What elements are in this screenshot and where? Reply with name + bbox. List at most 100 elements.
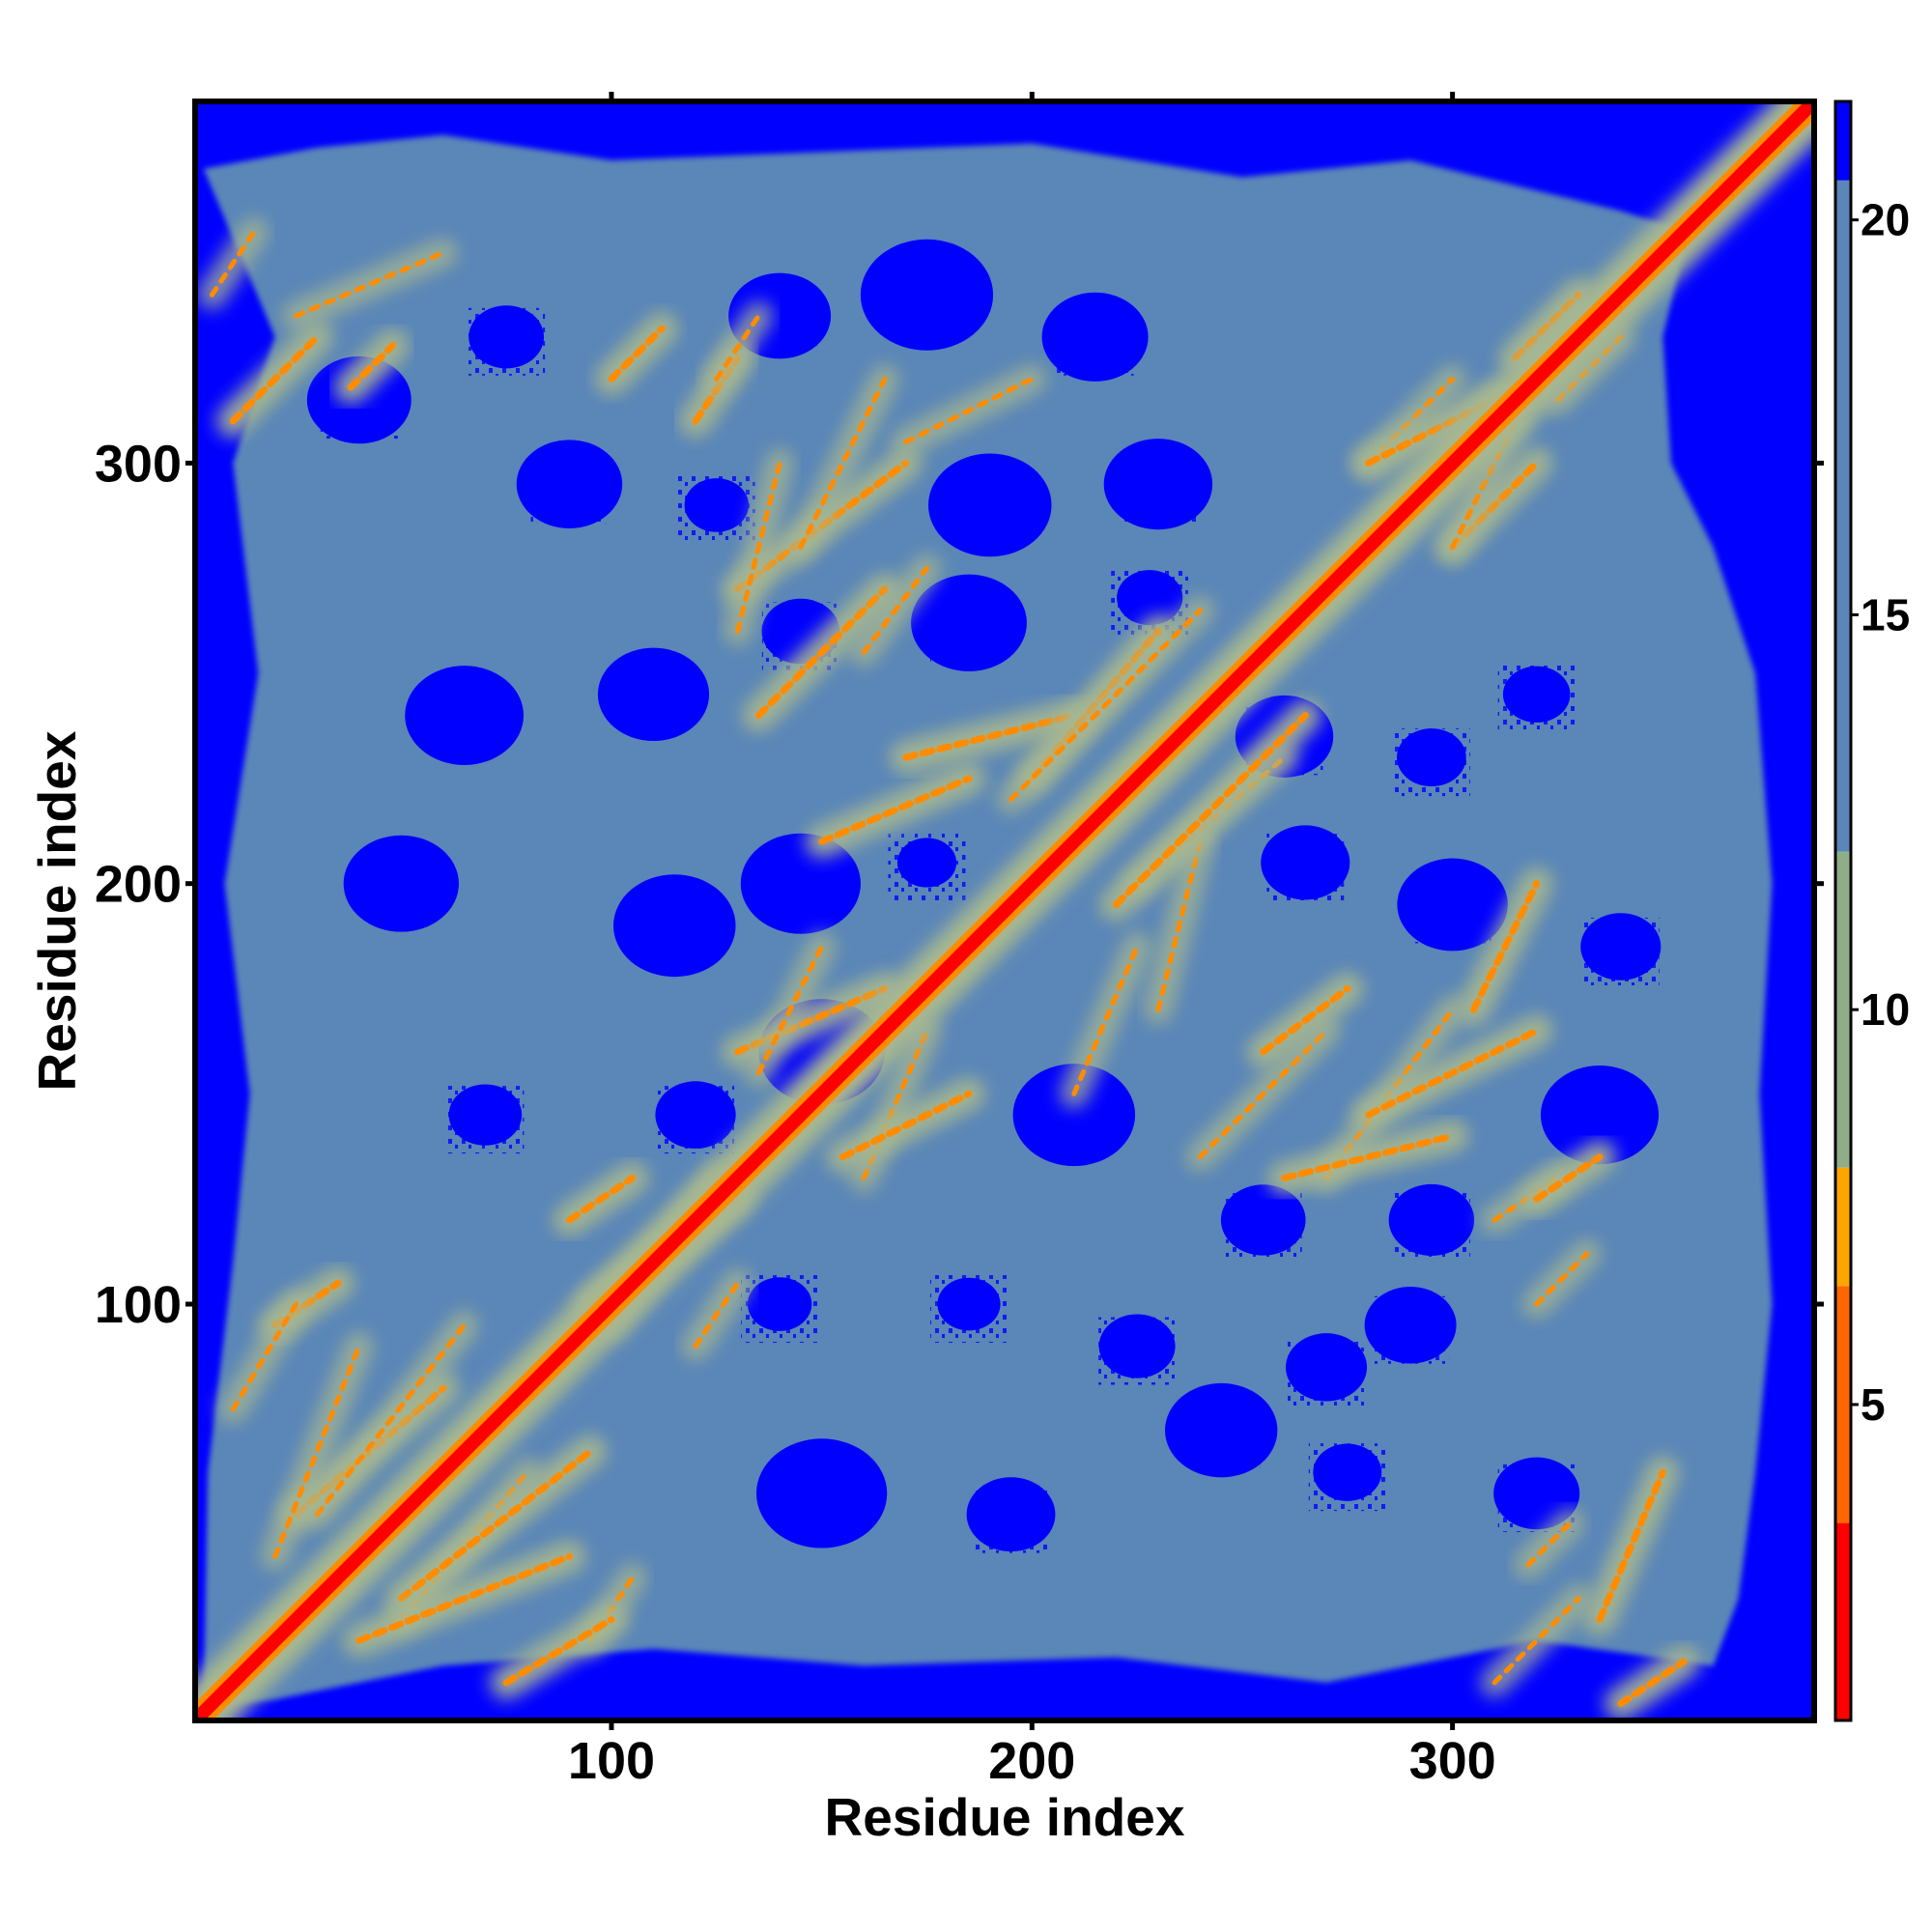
contact-segment — [805, 761, 985, 859]
contact-segment-mirror — [744, 932, 837, 1088]
contact-segment-mirror — [701, 301, 774, 394]
contact-segment — [742, 572, 901, 732]
far-speckle — [1266, 833, 1345, 901]
x-axis-ticks: 100 200 300 — [568, 92, 1496, 1790]
far-speckle — [1119, 455, 1197, 524]
contact-segment-mirror — [197, 216, 269, 310]
contact-segment-mirror — [1185, 1016, 1342, 1172]
far-speckle — [446, 1086, 525, 1154]
far-speckle — [425, 686, 503, 754]
far-speckle — [1056, 307, 1134, 376]
x-tick-label: 100 — [568, 1732, 655, 1790]
contact-segment-mirror — [996, 595, 1215, 814]
diagonal-line — [195, 101, 1814, 1720]
contact-segment — [334, 328, 410, 405]
contact-segment-mirror — [723, 448, 795, 646]
colorbar-tick-label: 5 — [1861, 1379, 1886, 1430]
contact-segment — [1457, 867, 1553, 1027]
far-speckle — [888, 833, 966, 901]
contact-segment — [1099, 698, 1322, 922]
contact-segment — [1246, 972, 1364, 1068]
heatmap-diagonal — [195, 101, 1814, 1720]
x-tick-label: 200 — [988, 1732, 1075, 1790]
contact-segment — [1604, 1645, 1701, 1720]
colorbar-segment — [1835, 1522, 1851, 1720]
contact-segment-mirror — [1143, 827, 1215, 1025]
colorbar-segment — [1835, 851, 1851, 1168]
contact-segment-mirror — [681, 1268, 753, 1361]
contact-segment-mirror — [218, 1290, 311, 1424]
far-speckle — [1392, 728, 1470, 797]
contact-segment-mirror — [1480, 1583, 1594, 1697]
colorbar-tick-label: 15 — [1861, 589, 1910, 639]
y-tick-label: 200 — [95, 856, 182, 914]
far-speckle — [1288, 1338, 1366, 1406]
contact-segment — [1498, 278, 1596, 375]
contact-segment — [342, 1540, 586, 1658]
x-axis-label: Residue index — [825, 1787, 1185, 1847]
contact-segment — [889, 698, 1091, 775]
far-speckle — [677, 475, 755, 544]
contact-segment — [490, 1603, 628, 1699]
contact-segment-mirror — [260, 1331, 374, 1572]
y-tick-label: 300 — [95, 435, 182, 493]
far-speckle — [1581, 918, 1660, 986]
contact-segment-mirror — [849, 554, 942, 668]
far-speckle — [741, 1275, 819, 1344]
colorbar: 5 10 15 20 — [1833, 99, 1910, 1722]
contact-segment-mirror — [785, 364, 899, 562]
heatmap-plot-area — [195, 101, 1814, 1720]
contact-segment-mirror — [281, 238, 458, 331]
far-speckle — [929, 593, 1008, 662]
far-speckle — [362, 854, 440, 923]
far-speckle — [929, 1275, 1008, 1344]
contact-segment — [1267, 1119, 1469, 1195]
far-speckle — [1497, 665, 1576, 733]
far-speckle — [951, 475, 1029, 544]
contact-segment — [384, 1435, 608, 1615]
far-speckle — [614, 665, 693, 733]
contact-segment — [826, 1077, 985, 1174]
y-tick-label: 100 — [95, 1276, 182, 1334]
heatmap-contact-segments — [197, 216, 1701, 1720]
colorbar-segment — [1835, 1167, 1851, 1287]
contact-segment-mirror — [1059, 932, 1152, 1109]
far-speckle — [1098, 1317, 1177, 1385]
x-tick-label: 300 — [1409, 1732, 1496, 1790]
colorbar-frame — [1833, 99, 1853, 1722]
far-speckle — [1308, 1443, 1386, 1512]
colorbar-tick-label: 10 — [1861, 984, 1910, 1035]
far-speckle — [782, 1463, 861, 1532]
far-speckle — [888, 266, 966, 334]
far-speckle — [468, 307, 546, 376]
contact-segment — [553, 1161, 649, 1236]
far-speckle — [761, 854, 839, 923]
contact-segment-mirror — [1543, 322, 1635, 415]
far-speckle — [1224, 1190, 1302, 1259]
far-speckle — [657, 1086, 735, 1154]
colorbar-segment — [1835, 1286, 1851, 1523]
far-speckle — [1372, 1295, 1450, 1364]
contact-segment-mirror — [1513, 1508, 1585, 1579]
contact-segment — [1582, 1456, 1680, 1636]
contact-segment-mirror — [302, 1310, 479, 1529]
far-speckle — [530, 455, 609, 524]
contact-segment-mirror — [891, 364, 1047, 457]
y-axis-ticks: 100 200 300 — [95, 435, 1824, 1334]
far-speckle — [1392, 1190, 1470, 1259]
contact-segment — [1351, 1014, 1553, 1132]
plot-frame — [192, 99, 1817, 1723]
far-speckle — [1413, 875, 1492, 944]
contact-segment — [216, 320, 334, 438]
colorbar-tick-label: 20 — [1861, 195, 1910, 245]
far-speckle — [972, 1485, 1050, 1553]
contact-segment — [594, 312, 679, 396]
far-speckle — [636, 896, 714, 965]
y-axis-label: Residue index — [27, 730, 87, 1091]
colorbar-segment — [1835, 101, 1851, 181]
contact-segment-mirror — [1521, 1238, 1602, 1320]
heatmap-far-blobs — [306, 239, 1662, 1553]
contact-segment — [1520, 1140, 1616, 1216]
far-speckle — [1182, 1401, 1261, 1469]
